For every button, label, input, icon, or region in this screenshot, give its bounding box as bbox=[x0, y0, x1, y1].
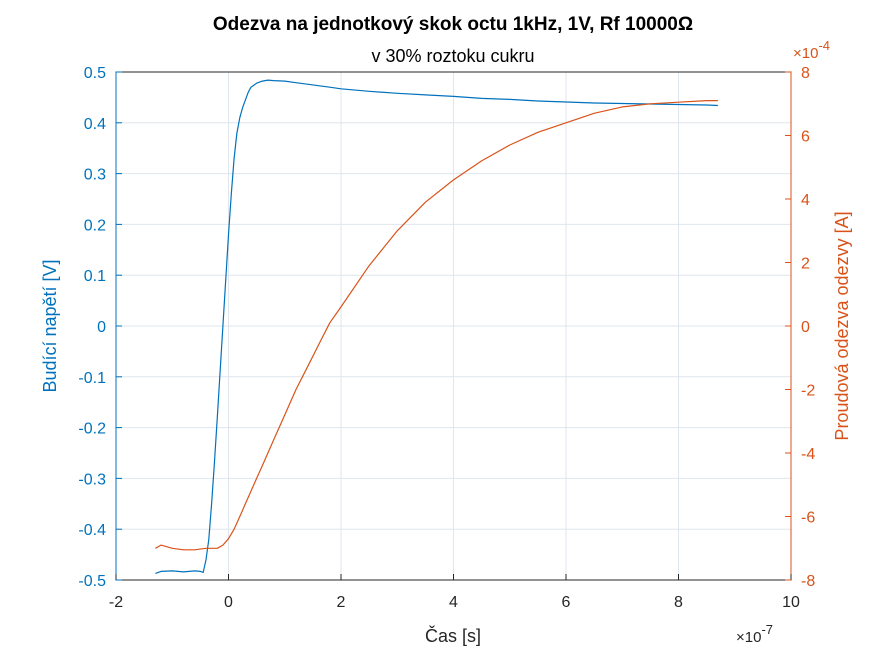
x-tick-label: 6 bbox=[562, 594, 571, 611]
chart-subtitle: v 30% roztoku cukru bbox=[371, 46, 534, 66]
y-left-tick-label: -0.3 bbox=[78, 471, 106, 488]
y-left-tick-label: 0.3 bbox=[84, 167, 106, 184]
y-right-tick-label: 4 bbox=[801, 192, 810, 209]
y-right-tick-label: -8 bbox=[801, 573, 815, 590]
y-right-tick-label: 6 bbox=[801, 129, 810, 146]
y-right-tick-label: -4 bbox=[801, 446, 815, 463]
y-left-tick-label: 0.4 bbox=[84, 116, 106, 133]
excitation-voltage-line bbox=[155, 79, 718, 574]
y-right-tick-label: 8 bbox=[801, 65, 810, 82]
y-right-tick-label: -6 bbox=[801, 510, 815, 527]
current-response-line bbox=[155, 99, 718, 551]
x-tick-label: 4 bbox=[449, 594, 458, 611]
x-exponent-base: ×10 bbox=[736, 629, 761, 646]
y-right-tick-label: -2 bbox=[801, 383, 815, 400]
grid-lines bbox=[115, 71, 792, 581]
x-axis-label: Čas [s] bbox=[425, 625, 481, 646]
y-right-exponent-power: -4 bbox=[818, 38, 830, 53]
y-right-axis-label: Proudová odezva odezvy [A] bbox=[832, 211, 852, 440]
y-left-tick-label: 0.5 bbox=[84, 65, 106, 82]
y-left-tick-label: -0.2 bbox=[78, 421, 106, 438]
x-exponent-power: -7 bbox=[761, 622, 773, 637]
y-left-tick-label: 0.1 bbox=[84, 268, 106, 285]
x-tick-label: 2 bbox=[337, 594, 346, 611]
chart-title: Odezva na jednotkový skok octu 1kHz, 1V,… bbox=[213, 14, 693, 35]
y-left-tick-label: 0.2 bbox=[84, 217, 106, 234]
x-tick-label: -2 bbox=[109, 594, 123, 611]
y-right-tick-label: 2 bbox=[801, 256, 810, 273]
y-right-exponent-base: ×10 bbox=[793, 45, 818, 62]
x-tick-label: 10 bbox=[782, 594, 800, 611]
y-left-tick-label: -0.4 bbox=[78, 522, 106, 539]
axis-ticks: -2 0 2 4 6 8 10 -0.5 -0.4 -0.3 -0.2 -0.1 0 0.1 0.2 0.3 0… bbox=[78, 65, 815, 611]
x-exponent-label: ×10-7 bbox=[736, 622, 773, 646]
y-right-tick-label: 0 bbox=[801, 319, 810, 336]
series-layer bbox=[155, 79, 718, 574]
y-left-axis-label: Budící napětí [V] bbox=[40, 259, 60, 392]
y-right-exponent-label: ×10-4 bbox=[793, 38, 830, 62]
x-tick-label: 8 bbox=[674, 594, 683, 611]
x-tick-label: 0 bbox=[224, 594, 233, 611]
y-left-tick-label: 0 bbox=[97, 319, 106, 336]
y-left-tick-label: -0.1 bbox=[78, 370, 106, 387]
y-left-tick-label: -0.5 bbox=[78, 573, 106, 590]
